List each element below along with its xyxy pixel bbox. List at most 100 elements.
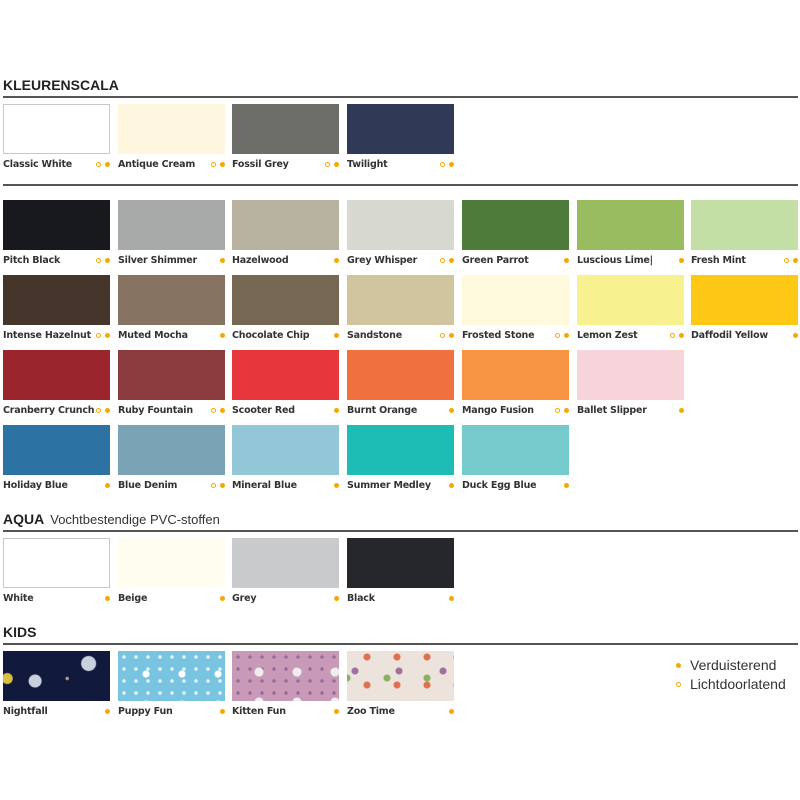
swatch-name: Ruby Fountain: [118, 405, 193, 416]
swatch-dots: [440, 162, 454, 167]
swatch-dots: [334, 483, 339, 488]
swatch[interactable]: [347, 425, 454, 475]
swatch[interactable]: [232, 425, 339, 475]
swatch[interactable]: [3, 651, 110, 701]
swatch-label: Fresh Mint: [691, 255, 798, 266]
swatch[interactable]: [347, 538, 454, 588]
swatch-label: Luscious Lime|: [577, 255, 684, 266]
open-dot-icon: [96, 258, 101, 263]
swatch[interactable]: [3, 104, 110, 154]
swatch-name: Classic White: [3, 159, 73, 170]
swatch-name: Puppy Fun: [118, 706, 173, 717]
swatch[interactable]: [462, 275, 569, 325]
swatch-dots: [784, 258, 798, 263]
filled-dot-icon: [449, 709, 454, 714]
swatch[interactable]: [118, 425, 225, 475]
open-dot-icon: [784, 258, 789, 263]
swatch-dots: [211, 162, 225, 167]
swatch[interactable]: [232, 104, 339, 154]
swatch-dots: [220, 596, 225, 601]
filled-dot-icon: [220, 162, 225, 167]
swatch-dots: [220, 258, 225, 263]
swatch-dots: [105, 709, 110, 714]
swatch[interactable]: [3, 200, 110, 250]
swatch[interactable]: [577, 275, 684, 325]
swatch-dots: [793, 333, 798, 338]
filled-dot-icon: [564, 258, 569, 263]
swatch-label: Green Parrot: [462, 255, 569, 266]
swatch[interactable]: [232, 538, 339, 588]
swatch[interactable]: [118, 538, 225, 588]
swatch-label: Antique Cream: [118, 159, 225, 170]
swatch[interactable]: [347, 200, 454, 250]
swatch-label: Daffodil Yellow: [691, 330, 798, 341]
swatch[interactable]: [577, 200, 684, 250]
filled-dot-icon: [449, 596, 454, 601]
swatch-name: Scooter Red: [232, 405, 295, 416]
swatch-name: Twilight: [347, 159, 388, 170]
swatch[interactable]: [118, 104, 225, 154]
swatch-dots: [96, 258, 110, 263]
swatch-name: Muted Mocha: [118, 330, 188, 341]
swatch[interactable]: [232, 200, 339, 250]
swatch-name: Cranberry Crunch: [3, 405, 95, 416]
swatch[interactable]: [691, 275, 798, 325]
swatch[interactable]: [462, 425, 569, 475]
divider: [3, 643, 798, 645]
swatch-label: Beige: [118, 593, 225, 604]
swatch[interactable]: [462, 350, 569, 400]
swatch-label: Holiday Blue: [3, 480, 110, 491]
open-dot-icon: [555, 408, 560, 413]
swatch[interactable]: [347, 104, 454, 154]
swatch[interactable]: [232, 350, 339, 400]
swatch-name: Lemon Zest: [577, 330, 638, 341]
swatch[interactable]: [232, 275, 339, 325]
swatch-label: Ruby Fountain: [118, 405, 225, 416]
swatch-label: Zoo Time: [347, 706, 454, 717]
swatch[interactable]: [118, 275, 225, 325]
swatch-dots: [334, 596, 339, 601]
open-dot-icon: [96, 333, 101, 338]
swatch-name: Burnt Orange: [347, 405, 418, 416]
swatch-label: Grey Whisper: [347, 255, 454, 266]
swatch-label: Frosted Stone: [462, 330, 569, 341]
swatch-label: Summer Medley: [347, 480, 454, 491]
swatch-label: Kitten Fun: [232, 706, 339, 717]
swatch-label: Black: [347, 593, 454, 604]
swatch-name: Grey: [232, 593, 257, 604]
swatch[interactable]: [3, 275, 110, 325]
swatch-name: Luscious Lime|: [577, 255, 653, 266]
section-subtitle: Vochtbestendige PVC-stoffen: [50, 512, 220, 527]
swatch-label: Duck Egg Blue: [462, 480, 569, 491]
swatch-label: Hazelwood: [232, 255, 339, 266]
filled-dot-icon: [220, 333, 225, 338]
filled-dot-icon: [449, 162, 454, 167]
swatch[interactable]: [232, 651, 339, 701]
swatch[interactable]: [462, 200, 569, 250]
swatch[interactable]: [577, 350, 684, 400]
filled-dot-icon: [564, 408, 569, 413]
swatch-dots: [555, 408, 569, 413]
swatch[interactable]: [3, 425, 110, 475]
swatch-name: Summer Medley: [347, 480, 431, 491]
swatch-dots: [96, 333, 110, 338]
swatch-dots: [449, 596, 454, 601]
swatch[interactable]: [118, 350, 225, 400]
filled-dot-icon: [449, 333, 454, 338]
swatch[interactable]: [118, 651, 225, 701]
filled-dot-icon: [105, 162, 110, 167]
open-dot-icon: [676, 681, 681, 687]
swatch-dots: [440, 258, 454, 263]
swatch[interactable]: [347, 350, 454, 400]
swatch-dots: [220, 709, 225, 714]
swatch-label: Mineral Blue: [232, 480, 339, 491]
swatch[interactable]: [3, 538, 110, 588]
swatch[interactable]: [347, 651, 454, 701]
swatch[interactable]: [691, 200, 798, 250]
filled-dot-icon: [679, 333, 684, 338]
swatch[interactable]: [347, 275, 454, 325]
swatch[interactable]: [3, 350, 110, 400]
swatch[interactable]: [118, 200, 225, 250]
filled-dot-icon: [105, 408, 110, 413]
swatch-name: Chocolate Chip: [232, 330, 310, 341]
